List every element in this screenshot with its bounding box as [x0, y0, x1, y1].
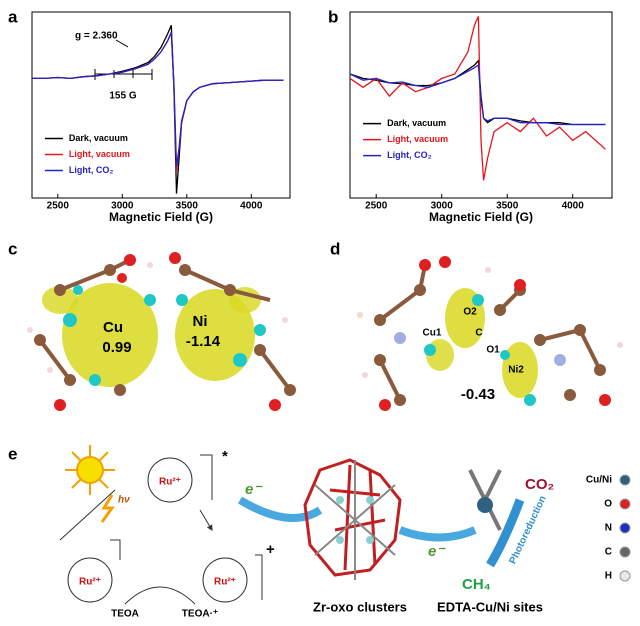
donor-label: TEOA·⁺ — [182, 609, 218, 620]
atom-label: Cu — [103, 319, 123, 336]
legend-ball — [619, 522, 631, 534]
legend-ball — [619, 498, 631, 510]
reactant-label: CO₂ — [525, 476, 554, 493]
x-tick-label: 4000 — [562, 201, 585, 212]
panel-label: d — [330, 239, 340, 258]
charge-label: -1.14 — [186, 333, 221, 350]
spectrum-line — [349, 63, 606, 126]
x-tick-label: 2500 — [365, 201, 388, 212]
scheme-e: e hν * + Ru²⁺ Ru²⁺ Ru²⁺ TEOA TEOA·⁺ e⁻ e… — [8, 444, 631, 620]
legend-label: O — [604, 499, 612, 510]
photoreduction-arrow — [486, 498, 525, 568]
atom-label: O1 — [486, 345, 500, 356]
panel-label: a — [8, 7, 18, 26]
plot-frame — [31, 11, 291, 199]
spectrum-line — [32, 32, 284, 168]
caption: Zr-oxo clusters — [313, 599, 407, 614]
legend-label: Light, CO₂ — [69, 165, 114, 175]
legend-label: Light, vacuum — [387, 134, 448, 144]
x-axis-title: Magnetic Field (G) — [429, 210, 533, 224]
molecule-d: d O2 Cu1 C O1 Ni2 -0.43 — [330, 239, 623, 411]
atom-label: O2 — [463, 307, 477, 318]
legend-label: Light, vacuum — [69, 149, 130, 159]
atom-label: Cu1 — [423, 328, 442, 339]
legend-label: Cu/Ni — [586, 475, 612, 486]
atom-label: C — [475, 328, 482, 339]
legend-ball — [619, 570, 631, 582]
electron-label: e⁻ — [428, 543, 446, 560]
x-tick-label: 3000 — [111, 201, 134, 212]
legend-label: Dark, vacuum — [69, 133, 128, 143]
x-tick-label: 2500 — [47, 201, 70, 212]
x-tick-label: 3500 — [176, 201, 199, 212]
annotation: g = 2.360 — [75, 31, 118, 42]
legend-label: Dark, vacuum — [387, 118, 446, 128]
donor-label: TEOA — [111, 609, 139, 620]
complex-label: Ru²⁺ — [79, 577, 101, 588]
charge-mark: * — [222, 448, 228, 465]
caption: EDTA-Cu/Ni sites — [437, 599, 543, 614]
light-label: hν — [118, 495, 130, 506]
panel-label: b — [328, 7, 338, 26]
legend-label: H — [605, 571, 612, 582]
x-tick-label: 3000 — [431, 201, 454, 212]
annotation: 155 G — [109, 91, 136, 102]
element-legend: Cu/Ni O N C H — [586, 474, 631, 582]
legend-label: Light, CO₂ — [387, 150, 432, 160]
atom-label: Ni — [193, 313, 208, 330]
x-tick-label: 3500 — [496, 201, 519, 212]
product-label: CH₄ — [462, 576, 491, 593]
molecule-c: c Cu 0.99 Ni -1.14 — [8, 239, 296, 411]
panel-label: e — [8, 444, 17, 463]
electron-label: e⁻ — [245, 481, 263, 498]
complex-label: Ru²⁺ — [214, 577, 236, 588]
legend-label: N — [605, 523, 612, 534]
complex-label: Ru²⁺ — [159, 477, 181, 488]
x-axis-title: Magnetic Field (G) — [109, 210, 213, 224]
atom-label: Ni2 — [508, 365, 524, 376]
legend-label: C — [605, 547, 612, 558]
legend-ball — [619, 474, 631, 486]
electron-arrow — [398, 526, 477, 542]
plot-frame — [349, 11, 613, 199]
charge-mark: + — [266, 541, 275, 558]
legend-ball — [619, 546, 631, 558]
electron-arrow — [237, 496, 323, 522]
annotation-arrow — [115, 39, 129, 48]
panel-label: c — [8, 239, 17, 258]
x-tick-label: 4000 — [240, 201, 263, 212]
charge-label: -0.43 — [461, 386, 495, 403]
charge-label: 0.99 — [102, 339, 131, 356]
